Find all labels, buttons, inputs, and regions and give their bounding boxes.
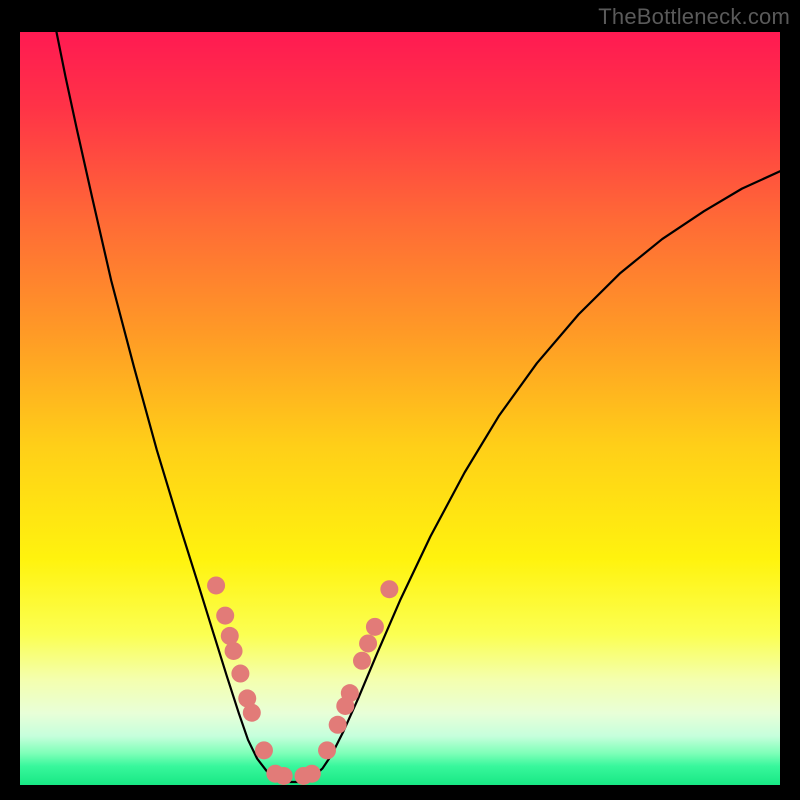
data-marker xyxy=(380,580,398,598)
data-marker xyxy=(318,741,336,759)
curve-layer xyxy=(20,32,780,785)
data-marker xyxy=(221,627,239,645)
data-marker xyxy=(329,716,347,734)
data-marker xyxy=(303,765,321,783)
data-marker xyxy=(341,684,359,702)
data-marker xyxy=(225,642,243,660)
data-marker xyxy=(275,767,293,785)
data-marker xyxy=(216,607,234,625)
data-marker xyxy=(255,741,273,759)
plot-area xyxy=(20,32,780,785)
watermark-text: TheBottleneck.com xyxy=(598,4,790,30)
data-marker xyxy=(366,618,384,636)
data-marker xyxy=(231,665,249,683)
data-marker xyxy=(359,634,377,652)
data-marker xyxy=(207,576,225,594)
bottleneck-curve xyxy=(56,32,780,782)
data-marker xyxy=(243,704,261,722)
marker-group xyxy=(207,576,398,785)
plot-frame xyxy=(20,32,780,785)
data-marker xyxy=(353,652,371,670)
